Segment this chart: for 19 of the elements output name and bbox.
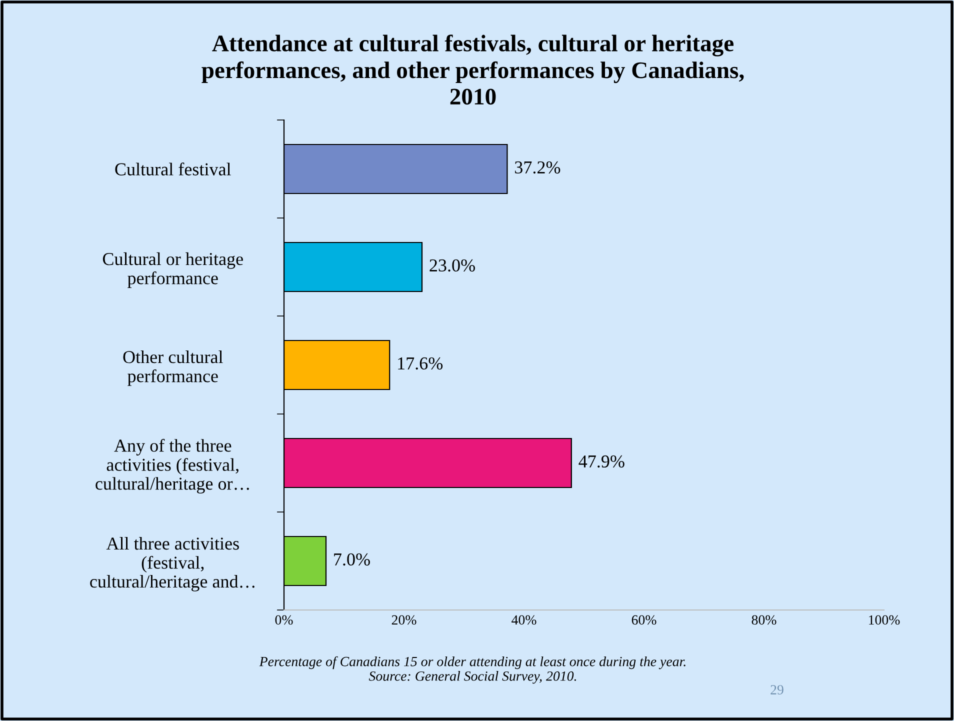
text: 29 [770,685,784,694]
y-tick-label: Any of the three activities (festival, cultural/heritage or… [96,438,249,494]
data-label: 7.0% [334,553,370,566]
x-tick-label: 0% [275,615,293,625]
data-label: 47.9% [578,455,624,468]
x-tick-label: 80% [752,615,776,625]
x-tick-label: 20% [392,615,416,625]
y-tick-label: Other cultural performance [123,350,223,386]
y-tick-label: All three activities (festival, cultural/heritage and… [90,537,254,592]
data-label: 17.6% [398,357,443,370]
x-tick-label: 40% [512,615,536,625]
y-tick-label: Cultural festival [115,162,231,176]
y-tick-label: Cultural or heritage performance [102,252,243,288]
chart-title: Attendance at cultural festivals, cultural or heritage performances, and other performances by Canadians, 2010 [202,34,744,105]
x-tick-label: 60% [632,615,656,625]
x-tick-label: 100% [869,615,900,625]
data-label: 37.2% [515,161,560,174]
text: Percentage of Canadians 15 or older attending at least once during the year. Source: General Social Survey, 2010. [259,656,686,684]
data-label: 23.0% [430,259,475,272]
